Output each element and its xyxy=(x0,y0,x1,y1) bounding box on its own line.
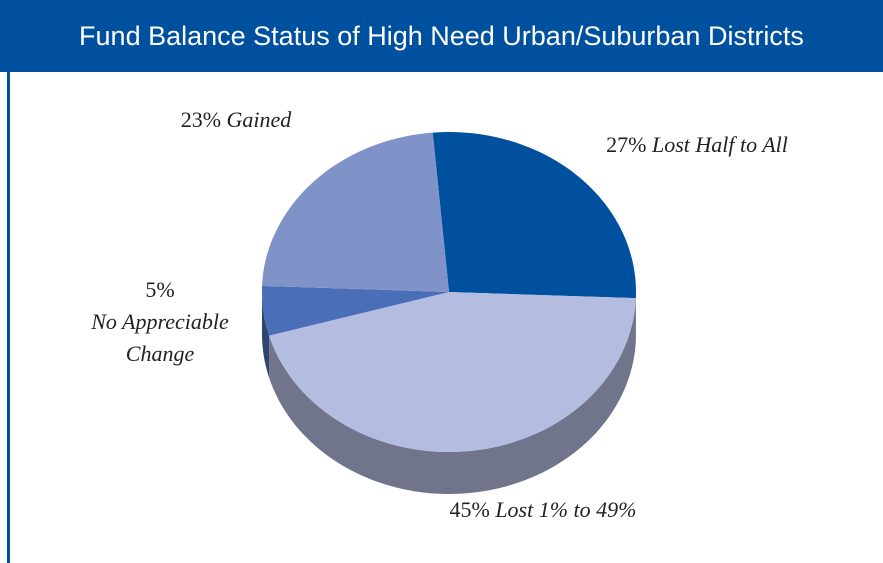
value-label: 5% xyxy=(145,277,175,302)
data-label: 45% Lost 1% to 49% xyxy=(393,494,693,526)
category-label: Lost Half to All xyxy=(651,132,788,157)
category-label: No Appreciable Change xyxy=(91,309,229,366)
value-label: 27% xyxy=(606,132,647,157)
data-label: 27% Lost Half to All xyxy=(547,129,847,161)
category-label: Gained xyxy=(226,107,292,132)
data-label: 5% No Appreciable Change xyxy=(70,274,250,370)
value-label: 23% xyxy=(180,107,222,132)
slice xyxy=(269,292,636,452)
slice-side xyxy=(262,292,270,378)
slice xyxy=(262,132,449,292)
category-label: Lost 1% to 49% xyxy=(495,497,637,522)
slice xyxy=(432,132,636,299)
slice-side xyxy=(269,298,636,494)
value-label: 45% xyxy=(449,497,490,522)
left-rule xyxy=(7,72,10,563)
slice xyxy=(262,285,449,336)
data-label: 23% Gained xyxy=(136,104,336,136)
chart-title: Fund Balance Status of High Need Urban/S… xyxy=(0,0,883,72)
